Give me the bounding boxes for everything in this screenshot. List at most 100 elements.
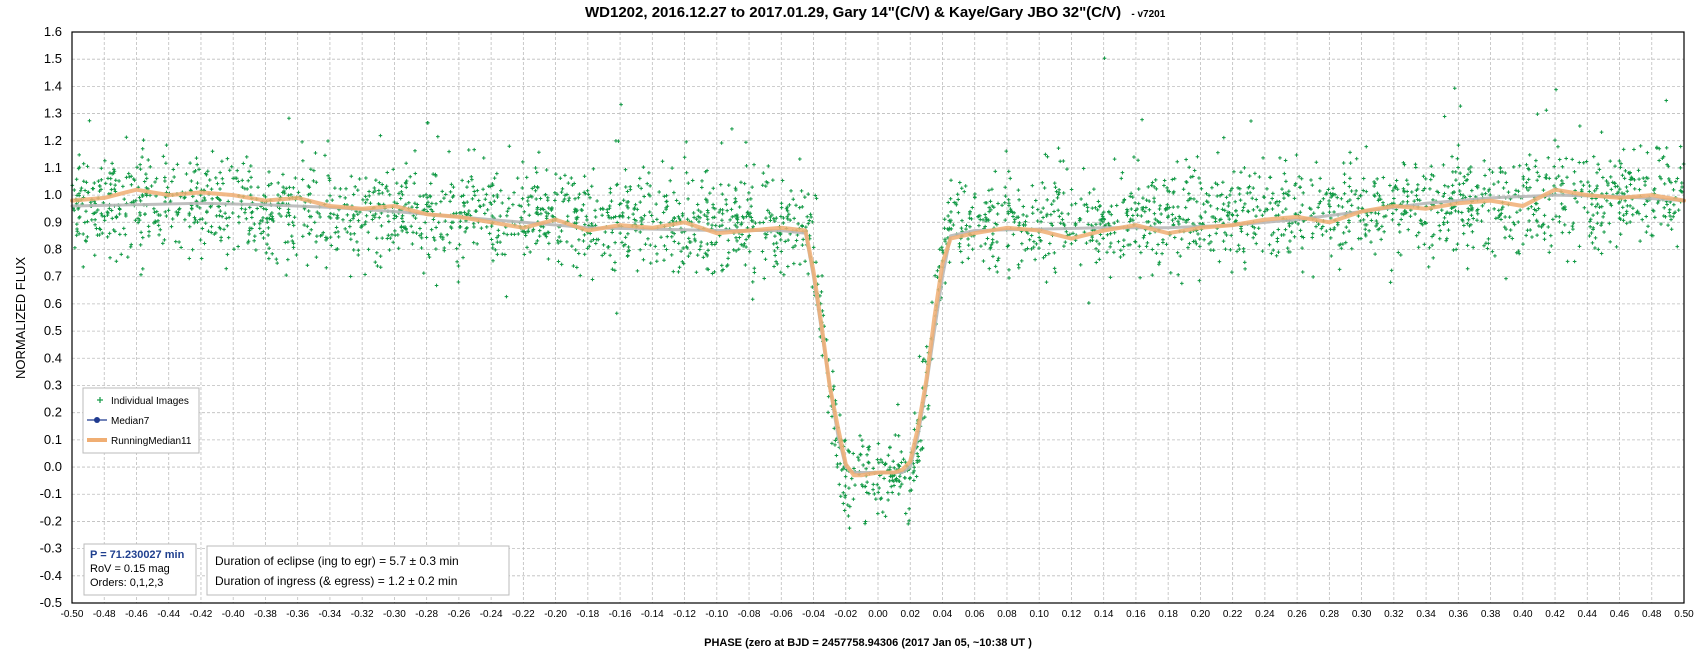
- data-point: [177, 240, 181, 244]
- data-point: [277, 206, 282, 211]
- data-point: [1527, 153, 1532, 157]
- data-point: [1197, 176, 1201, 180]
- data-point: [1625, 189, 1630, 194]
- data-point: [301, 158, 305, 163]
- data-point: [1630, 212, 1635, 217]
- data-point: [1228, 248, 1233, 252]
- data-point: [1049, 212, 1053, 217]
- data-point: [377, 188, 381, 193]
- data-point: [100, 214, 105, 218]
- data-point: [1421, 174, 1426, 179]
- data-point: [774, 259, 778, 264]
- x-tick-label: -0.38: [254, 609, 277, 620]
- data-point: [779, 201, 784, 206]
- data-point: [476, 198, 481, 203]
- data-point: [1240, 208, 1245, 213]
- data-point: [1006, 169, 1011, 174]
- data-point: [206, 229, 211, 234]
- data-point: [1504, 276, 1508, 281]
- data-point: [1483, 191, 1488, 196]
- data-point: [1251, 186, 1256, 190]
- data-point: [314, 180, 319, 185]
- data-point: [175, 162, 180, 167]
- data-point: [414, 231, 419, 235]
- data-point: [1419, 221, 1423, 226]
- data-point: [236, 214, 241, 219]
- data-point: [1037, 246, 1041, 250]
- data-point: [1526, 177, 1531, 182]
- data-point: [240, 185, 245, 189]
- data-point: [1073, 201, 1078, 206]
- data-point: [74, 233, 79, 238]
- data-point: [87, 118, 92, 123]
- data-point: [940, 248, 945, 253]
- data-point: [811, 245, 816, 250]
- data-point: [949, 218, 953, 223]
- data-point: [714, 240, 719, 245]
- data-point: [1621, 147, 1626, 152]
- data-point: [744, 245, 748, 249]
- data-point: [1207, 193, 1211, 198]
- data-point: [1085, 209, 1090, 213]
- data-point: [1560, 164, 1565, 169]
- data-point: [428, 181, 433, 186]
- data-point: [1564, 156, 1568, 161]
- data-point: [699, 210, 703, 214]
- data-point: [1108, 245, 1112, 249]
- data-point: [1170, 212, 1175, 217]
- data-point: [456, 280, 461, 284]
- data-point: [198, 217, 202, 222]
- data-point: [127, 175, 132, 179]
- data-point: [1624, 211, 1629, 216]
- data-point: [484, 192, 489, 197]
- data-point: [1186, 245, 1190, 250]
- data-point: [1390, 218, 1395, 222]
- x-tick-label: -0.18: [576, 609, 599, 620]
- data-point: [554, 172, 558, 176]
- data-point: [1461, 181, 1466, 186]
- data-point: [662, 258, 666, 263]
- data-point: [400, 229, 404, 233]
- data-point: [1023, 223, 1028, 227]
- data-point: [1573, 196, 1577, 201]
- data-point: [1281, 233, 1286, 237]
- data-point: [706, 222, 710, 226]
- data-point: [1617, 211, 1622, 215]
- data-point: [1375, 191, 1380, 196]
- data-point: [639, 219, 643, 223]
- data-point: [541, 225, 546, 229]
- data-point: [1017, 221, 1022, 225]
- data-point: [1052, 251, 1057, 255]
- data-point: [481, 203, 486, 207]
- data-point: [773, 234, 777, 238]
- data-point: [249, 175, 253, 180]
- data-point: [1058, 221, 1063, 226]
- data-point: [356, 253, 361, 257]
- data-point: [584, 214, 589, 219]
- data-point: [1157, 207, 1162, 211]
- data-point: [1405, 194, 1410, 198]
- data-point: [75, 227, 79, 231]
- data-point: [128, 245, 133, 249]
- data-point: [877, 460, 881, 465]
- data-point: [926, 407, 930, 411]
- data-point: [647, 210, 652, 214]
- data-point: [546, 257, 551, 261]
- x-tick-label: 0.06: [965, 609, 985, 620]
- y-tick-label: 0.0: [44, 459, 62, 474]
- data-point: [1499, 207, 1504, 212]
- data-point: [157, 233, 161, 237]
- data-point: [1349, 189, 1354, 193]
- data-point: [744, 140, 748, 145]
- data-point: [877, 486, 881, 490]
- data-point: [1348, 150, 1352, 155]
- data-point: [300, 177, 305, 182]
- data-point: [1062, 223, 1067, 227]
- data-point: [1267, 242, 1272, 247]
- data-point: [1401, 200, 1405, 204]
- data-point: [1662, 182, 1667, 186]
- data-point: [1154, 187, 1159, 191]
- data-point: [1095, 208, 1100, 212]
- data-point: [588, 231, 593, 236]
- data-point: [565, 240, 569, 244]
